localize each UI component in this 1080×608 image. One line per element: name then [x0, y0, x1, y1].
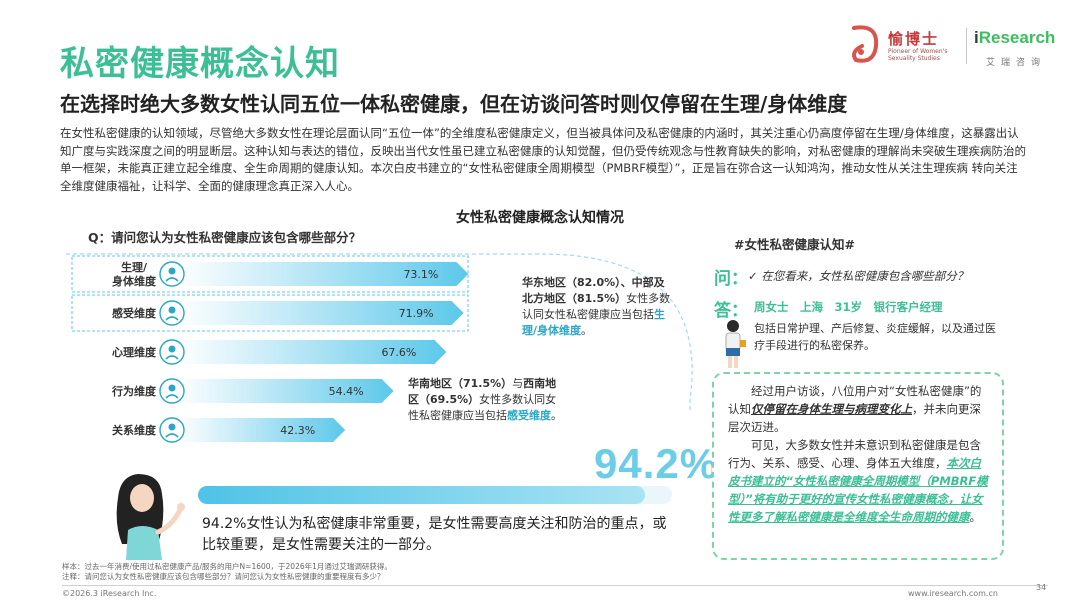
iresearch-logo: iResearch 艾瑞咨询 — [974, 24, 1056, 70]
interviewee-illustration-icon — [718, 318, 748, 370]
yuboshi-mark-icon — [848, 22, 882, 66]
page-title: 私密健康概念认知 — [60, 44, 340, 84]
bar — [176, 262, 469, 286]
bar-chart-svg: 生理/身体维度 73.1% 感受维度 71.9% 心理维度 67.6% 行为维度 54.4% 关… — [66, 253, 693, 443]
copyright: ©2026.3 iResearch Inc. — [62, 589, 157, 598]
category-label: 心理维度 — [112, 345, 157, 359]
value-label: 71.9% — [399, 307, 434, 320]
overall-importance-value: 94.2% — [594, 440, 719, 487]
category-label: 生理/身体维度 — [112, 260, 157, 288]
question-label: 问： — [714, 269, 748, 289]
footnote-sample: 样本：过去一年消费/使用过私密健康产品/服务的用户N=1600，于2026年1月… — [62, 562, 392, 571]
interview-header: #女性私密健康认知# — [734, 237, 855, 252]
region-callout-physical: 华东地区（82.0%）、中部及北方地区（81.5%）女性多数认同女性私密健康应当… — [522, 276, 671, 337]
interview-question: ✓ 在您看来，女性私密健康包含哪些部分？ — [748, 269, 969, 283]
interviewee-info: 周女士 上海 31岁 银行客户经理 — [754, 300, 943, 314]
page-number: 34 — [1036, 583, 1047, 592]
footer-divider — [62, 585, 1048, 586]
footnote-note: 注释：请问您认为女性私密健康应该包含哪些部分？请问您认为女性私密健康的重要程度有… — [62, 572, 385, 581]
uterus-icon — [159, 261, 185, 287]
yuboshi-tagline: Pioneer of Women's Sexuality Studies — [888, 48, 948, 62]
value-label: 73.1% — [403, 268, 438, 281]
summary-box — [712, 372, 1004, 560]
summary-paragraph-1: 经过用户访谈，八位用户对“女性私密健康”的认知仅停留在身体生理与病理变化上，并未… — [728, 384, 982, 434]
highlight-frame — [71, 294, 469, 332]
region-callout-feeling: 华南地区（71.5%）与西南地区（69.5%）女性多数认同女性私密健康应当包括感… — [408, 377, 562, 422]
bar-chart: 生理/身体维度 73.1% 感受维度 71.9% 心理维度 67.6% 行为维度 54.4% 关… — [60, 240, 700, 455]
category-label: 关系维度 — [112, 423, 157, 437]
intro-paragraph: 在女性私密健康的认知领域，尽管绝大多数女性在理论层面认同“五位一体”的全维度私密… — [60, 126, 1026, 193]
bar — [176, 301, 464, 325]
chart-title: 女性私密健康概念认知情况 — [456, 210, 624, 226]
summary-paragraph-2: 可见，大多数女性并未意识到私密健康是包含行为、关系、感受、心理、身体五大维度，本… — [728, 438, 988, 524]
category-label: 行为维度 — [111, 384, 157, 398]
iresearch-wordmark: iResearch — [974, 28, 1056, 47]
highlight-frame — [71, 255, 469, 293]
category-label: 感受维度 — [112, 306, 157, 320]
value-label: 67.6% — [381, 346, 416, 359]
survey-question: Q：请问您认为女性私密健康应该包含哪些部分？ — [88, 230, 362, 245]
chart-frame-decoration — [66, 253, 693, 412]
iresearch-cn-name: 艾瑞咨询 — [986, 58, 1047, 68]
couple-icon — [159, 417, 185, 443]
interview-answer: 包括日常护理、产后修复、炎症缓解，以及通过医疗手段进行的私密保养。 — [754, 322, 996, 352]
bar — [176, 340, 447, 364]
overall-importance-description: 94.2%女性认为私密健康非常重要，是女性需要高度关注和防治的重点，或比较重要，… — [202, 516, 667, 553]
head-icon — [159, 339, 185, 365]
woman-illustration-icon — [108, 468, 196, 560]
heart-hands-icon — [159, 300, 185, 326]
logo-divider — [966, 28, 967, 64]
overall-importance-bar — [198, 486, 645, 504]
bar — [176, 379, 394, 403]
value-label: 42.3% — [280, 424, 315, 437]
summary-text: 经过用户访谈，八位用户对“女性私密健康”的认知仅停留在身体生理与病理变化上，并未… — [728, 382, 990, 526]
yuboshi-logo: 愉博士 Pioneer of Women's Sexuality Studies — [848, 22, 966, 74]
bar — [176, 418, 346, 442]
footnote: 样本：过去一年消费/使用过私密健康产品/服务的用户N=1600，于2026年1月… — [62, 562, 392, 582]
value-label: 54.4% — [329, 385, 364, 398]
website: www.iresearch.com.cn — [908, 589, 998, 598]
page-subtitle: 在选择时绝大多数女性认同五位一体私密健康，但在访谈问答时则仅停留在生理/身体维度 — [60, 92, 848, 116]
heart-person-icon — [159, 378, 185, 404]
yuboshi-name: 愉博士 — [888, 30, 940, 48]
answer-label: 答： — [714, 301, 748, 321]
